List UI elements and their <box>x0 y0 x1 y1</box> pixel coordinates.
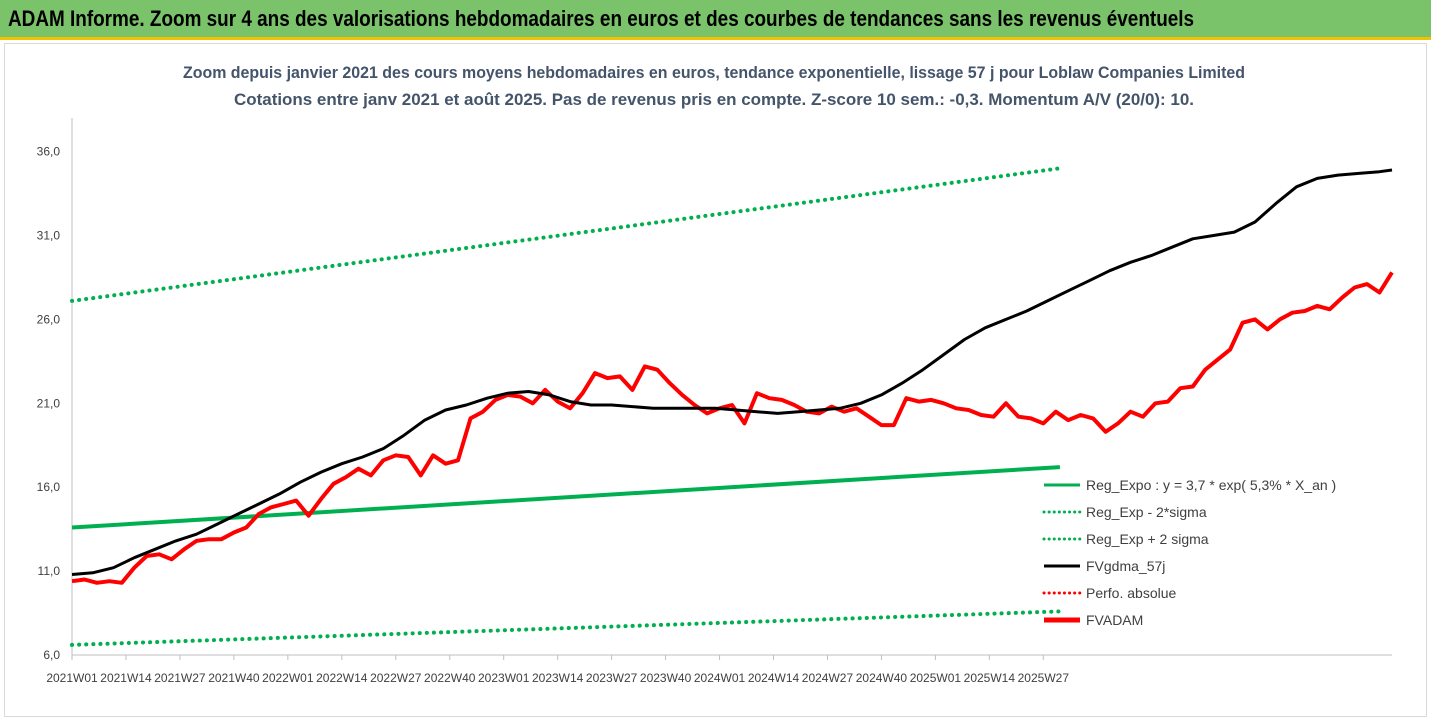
chart-frame <box>4 43 1427 717</box>
y-tick-label: 16,0 <box>37 480 61 494</box>
y-tick-label: 11,0 <box>38 564 61 578</box>
x-tick-label: 2024W01 <box>694 671 746 685</box>
report-banner: ADAM Informe. Zoom sur 4 ans des valoris… <box>0 0 1431 40</box>
series-line-reg-exp-2-sigma <box>70 609 1062 647</box>
legend-label: Reg_Exp + 2 sigma <box>1086 531 1209 547</box>
legend-label: Perfo. absolue <box>1086 585 1176 601</box>
x-tick-label: 2023W27 <box>586 671 638 685</box>
y-tick-label: 21,0 <box>37 396 61 410</box>
x-tick-label: 2025W01 <box>910 671 962 685</box>
x-tick-label: 2024W14 <box>748 671 800 685</box>
x-tick-label: 2023W01 <box>478 671 530 685</box>
chart-subtitle: Cotations entre janv 2021 et août 2025. … <box>234 90 1194 109</box>
chart-title: Zoom depuis janvier 2021 des cours moyen… <box>183 63 1245 82</box>
series-line-fvgdma-57j <box>71 168 1393 576</box>
x-tick-label: 2022W01 <box>262 671 314 685</box>
x-tick-label: 2023W14 <box>532 671 584 685</box>
legend-label: FVgdma_57j <box>1086 558 1165 574</box>
x-tick-label: 2022W40 <box>424 671 476 685</box>
series-line-fvadam <box>71 271 1394 585</box>
y-tick-label: 36,0 <box>37 145 61 159</box>
x-tick-label: 2021W14 <box>100 671 152 685</box>
x-tick-label: 2021W01 <box>46 671 98 685</box>
legend-label: Reg_Exp - 2*sigma <box>1086 504 1207 520</box>
report-title: ADAM Informe. Zoom sur 4 ans des valoris… <box>8 6 1195 31</box>
x-tick-label: 2021W40 <box>208 671 260 685</box>
x-tick-label: 2025W14 <box>964 671 1016 685</box>
legend-label: Reg_Expo : y = 3,7 * exp( 5,3% * X_an ) <box>1086 477 1336 493</box>
y-tick-label: 6,0 <box>43 648 60 662</box>
x-tick-label: 2022W14 <box>316 671 368 685</box>
x-tick-label: 2025W27 <box>1018 671 1070 685</box>
x-tick-label: 2021W27 <box>154 671 206 685</box>
y-tick-label: 31,0 <box>37 228 61 242</box>
legend-label: FVADAM <box>1086 612 1143 628</box>
x-tick-label: 2022W27 <box>370 671 422 685</box>
series-line-reg-exp-2-sigma <box>70 166 1062 303</box>
x-tick-label: 2024W40 <box>856 671 908 685</box>
series-line-reg-expo-y-3-7-exp-5-3-x-an <box>71 465 1061 530</box>
x-tick-label: 2024W27 <box>802 671 854 685</box>
x-tick-label: 2023W40 <box>640 671 692 685</box>
y-tick-label: 26,0 <box>37 312 61 326</box>
